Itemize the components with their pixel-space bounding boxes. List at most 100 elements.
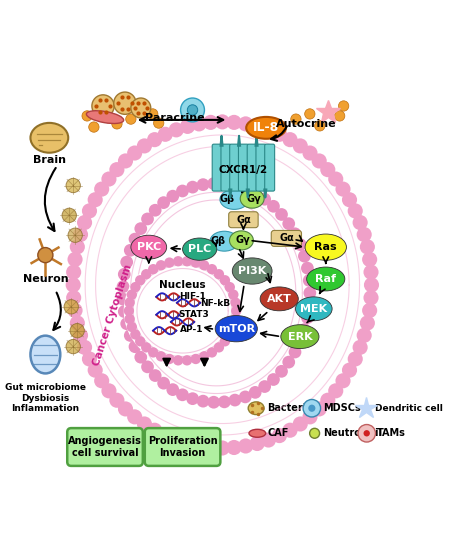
Circle shape (127, 289, 137, 300)
Circle shape (77, 215, 92, 230)
Circle shape (101, 172, 116, 186)
Circle shape (149, 369, 162, 382)
Circle shape (70, 239, 85, 255)
Text: Gut microbiome
Dysbiosis
Inflammation: Gut microbiome Dysbiosis Inflammation (5, 383, 86, 413)
Circle shape (124, 306, 134, 316)
Circle shape (124, 329, 136, 342)
Circle shape (258, 193, 271, 206)
Text: Autocrine: Autocrine (276, 119, 336, 129)
Circle shape (298, 250, 311, 262)
Circle shape (64, 300, 79, 314)
Circle shape (191, 438, 207, 454)
Circle shape (127, 409, 142, 425)
Circle shape (73, 328, 88, 343)
Circle shape (228, 289, 238, 300)
Circle shape (352, 215, 368, 230)
Circle shape (118, 153, 133, 168)
Circle shape (141, 360, 154, 373)
Text: Neutrophil: Neutrophil (323, 428, 382, 438)
Circle shape (68, 228, 82, 243)
Circle shape (342, 362, 357, 378)
Circle shape (303, 299, 316, 312)
Circle shape (127, 322, 137, 332)
Ellipse shape (86, 111, 123, 124)
Ellipse shape (31, 123, 68, 153)
Circle shape (364, 430, 370, 437)
Circle shape (94, 182, 109, 197)
Circle shape (238, 438, 253, 454)
FancyBboxPatch shape (145, 428, 220, 466)
Circle shape (231, 306, 242, 316)
Circle shape (362, 252, 377, 267)
Ellipse shape (124, 256, 242, 366)
FancyBboxPatch shape (212, 144, 222, 191)
Circle shape (114, 92, 136, 114)
Text: STAT3: STAT3 (179, 310, 209, 319)
Circle shape (303, 399, 321, 417)
FancyBboxPatch shape (247, 144, 257, 191)
Text: Brain: Brain (33, 155, 66, 164)
Circle shape (88, 362, 103, 378)
Circle shape (190, 354, 201, 364)
Circle shape (303, 274, 316, 287)
Ellipse shape (310, 428, 320, 438)
Circle shape (124, 244, 136, 257)
Circle shape (357, 328, 372, 343)
Circle shape (101, 383, 116, 398)
Circle shape (301, 311, 314, 324)
Circle shape (67, 252, 83, 267)
Circle shape (186, 392, 199, 405)
Circle shape (182, 355, 192, 366)
Circle shape (358, 425, 375, 442)
Circle shape (339, 101, 349, 111)
Circle shape (250, 436, 265, 451)
Text: Gα: Gα (279, 233, 294, 244)
Circle shape (238, 117, 253, 131)
Circle shape (261, 432, 276, 448)
Circle shape (134, 222, 147, 235)
Circle shape (128, 233, 141, 245)
Text: Nucleus: Nucleus (159, 280, 206, 290)
Text: Raf: Raf (315, 274, 336, 284)
Circle shape (335, 111, 345, 121)
Circle shape (258, 380, 271, 393)
Circle shape (180, 436, 195, 451)
Circle shape (226, 440, 242, 455)
Text: Proliferation
Invasion: Proliferation Invasion (148, 436, 217, 458)
Circle shape (124, 314, 135, 324)
Circle shape (62, 208, 76, 223)
Circle shape (230, 298, 241, 308)
Circle shape (220, 336, 230, 346)
Circle shape (294, 335, 307, 348)
Circle shape (89, 122, 99, 132)
Circle shape (342, 192, 357, 207)
Circle shape (158, 428, 173, 443)
Circle shape (82, 351, 97, 366)
Circle shape (135, 275, 145, 285)
Text: AKT: AKT (267, 294, 292, 304)
Circle shape (82, 111, 92, 121)
Circle shape (289, 227, 301, 240)
Circle shape (157, 377, 170, 389)
Circle shape (92, 95, 114, 117)
Ellipse shape (260, 287, 298, 311)
Circle shape (173, 256, 183, 266)
Circle shape (362, 303, 377, 318)
Circle shape (249, 187, 262, 200)
Circle shape (335, 373, 351, 388)
Text: Gα: Gα (236, 214, 251, 225)
Circle shape (180, 98, 204, 122)
Ellipse shape (229, 231, 253, 250)
Circle shape (303, 409, 317, 425)
Circle shape (364, 290, 379, 305)
Circle shape (348, 351, 363, 366)
Circle shape (117, 280, 129, 293)
Ellipse shape (248, 402, 264, 415)
Circle shape (126, 114, 136, 124)
Circle shape (182, 256, 192, 266)
Circle shape (94, 373, 109, 388)
Circle shape (282, 356, 295, 369)
Circle shape (128, 340, 141, 353)
Circle shape (275, 208, 288, 221)
Circle shape (147, 132, 162, 147)
